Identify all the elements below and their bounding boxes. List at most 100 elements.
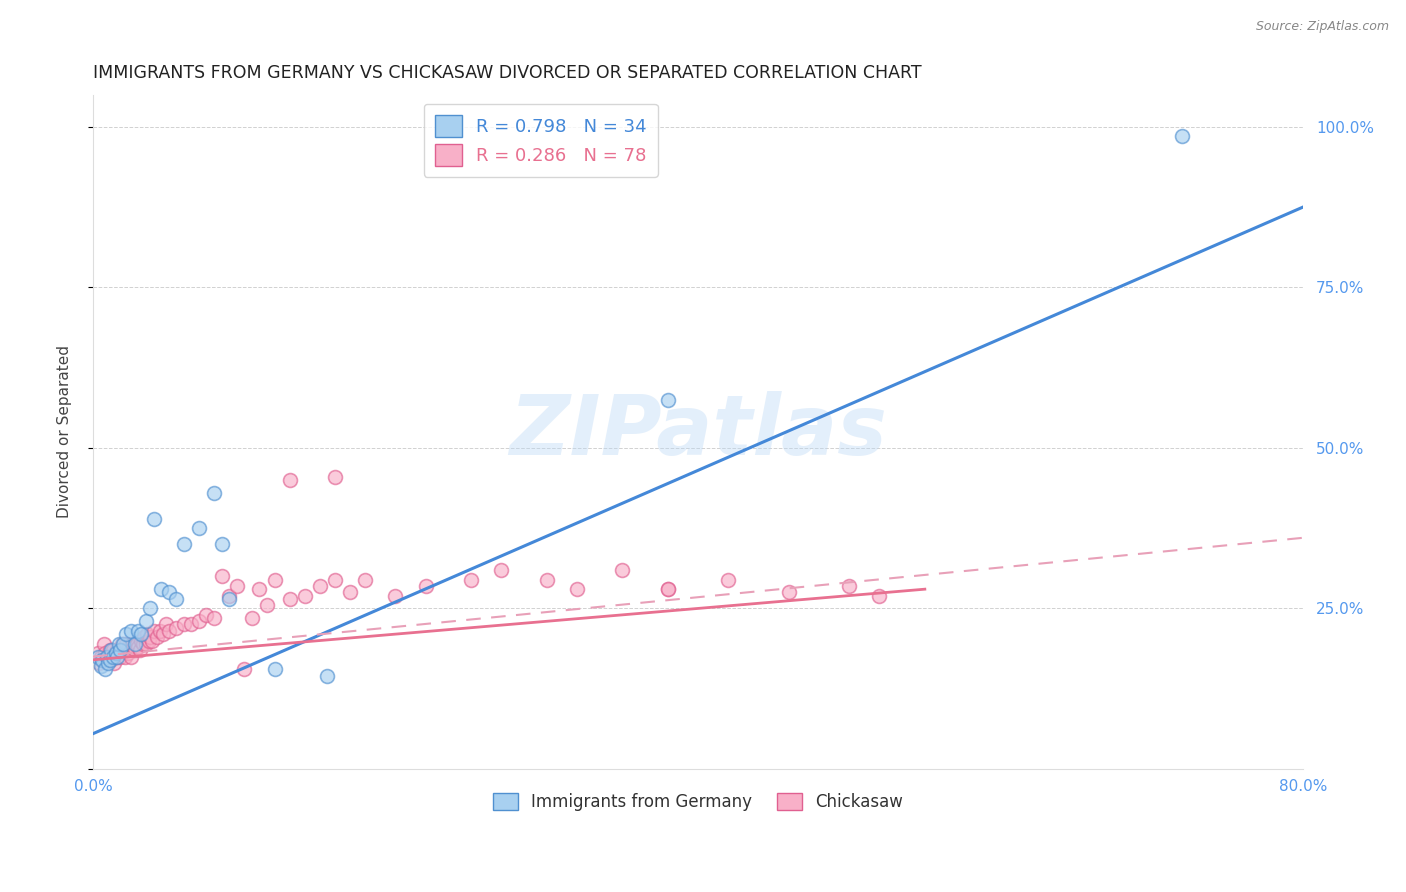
Text: ZIPatlas: ZIPatlas (509, 392, 887, 473)
Point (187, 615, 209, 629)
Point (112, 643, 135, 657)
Point (87, 656, 110, 670)
Point (94, 646, 117, 660)
Point (152, 627, 174, 641)
Point (127, 640, 149, 654)
Point (657, 582, 679, 597)
Point (124, 643, 146, 657)
Point (132, 637, 155, 651)
Point (125, 637, 148, 651)
Text: Source: ZipAtlas.com: Source: ZipAtlas.com (1256, 20, 1389, 33)
Point (139, 630, 162, 644)
Point (91, 653, 114, 667)
Point (142, 511, 165, 525)
Point (114, 649, 136, 664)
Point (97, 656, 120, 670)
Point (155, 617, 177, 632)
Point (211, 569, 233, 583)
Point (115, 627, 138, 641)
Point (138, 633, 160, 648)
Point (323, 470, 346, 484)
Point (173, 537, 195, 551)
Point (136, 627, 159, 641)
Point (122, 640, 145, 654)
Point (460, 573, 482, 587)
Point (157, 624, 180, 638)
Point (278, 473, 301, 487)
Legend: Immigrants from Germany, Chickasaw: Immigrants from Germany, Chickasaw (486, 787, 910, 818)
Point (111, 637, 134, 651)
Point (173, 617, 195, 632)
Point (415, 579, 437, 593)
Point (127, 624, 149, 638)
Point (202, 611, 225, 625)
Point (218, 591, 240, 606)
Point (103, 656, 125, 670)
Point (316, 669, 339, 683)
Point (107, 646, 129, 660)
Point (278, 591, 301, 606)
Point (263, 573, 285, 587)
Point (309, 579, 332, 593)
Point (165, 591, 187, 606)
Point (94, 662, 117, 676)
Point (86, 646, 108, 660)
Point (263, 662, 285, 676)
Point (165, 621, 187, 635)
Point (100, 653, 122, 667)
Point (218, 589, 240, 603)
Point (491, 563, 513, 577)
Text: IMMIGRANTS FROM GERMANY VS CHICKASAW DIVORCED OR SEPARATED CORRELATION CHART: IMMIGRANTS FROM GERMANY VS CHICKASAW DIV… (93, 64, 922, 82)
Point (135, 615, 157, 629)
Point (120, 649, 142, 664)
Point (225, 579, 247, 593)
Point (107, 637, 129, 651)
Point (135, 637, 157, 651)
Point (150, 582, 173, 597)
Point (384, 589, 406, 603)
Point (202, 486, 225, 500)
Point (145, 630, 167, 644)
Point (91, 653, 114, 667)
Point (86, 649, 108, 664)
Point (98, 653, 121, 667)
Point (100, 643, 122, 657)
Point (339, 585, 361, 599)
Point (294, 589, 316, 603)
Point (117, 646, 139, 660)
Point (90, 659, 112, 673)
Point (105, 643, 128, 657)
Point (118, 640, 141, 654)
Point (104, 646, 127, 660)
Point (247, 582, 270, 597)
Point (240, 611, 263, 625)
Point (134, 630, 156, 644)
Point (104, 649, 127, 664)
Point (110, 643, 132, 657)
Point (101, 643, 124, 657)
Point (838, 579, 860, 593)
Point (105, 649, 128, 664)
Point (131, 633, 153, 648)
Point (778, 585, 800, 599)
Point (110, 649, 132, 664)
Point (141, 633, 163, 648)
Point (98, 643, 121, 657)
Point (211, 537, 233, 551)
Point (180, 617, 202, 632)
Point (115, 637, 138, 651)
Point (354, 573, 377, 587)
Point (233, 662, 256, 676)
Point (96, 653, 118, 667)
Point (148, 624, 170, 638)
Point (869, 589, 891, 603)
Point (323, 573, 346, 587)
Y-axis label: Divorced or Separated: Divorced or Separated (58, 345, 72, 518)
Point (157, 585, 180, 599)
Point (187, 521, 209, 535)
Point (112, 637, 135, 651)
Point (120, 624, 142, 638)
Point (536, 573, 558, 587)
Point (1171, 129, 1194, 144)
Point (142, 624, 165, 638)
